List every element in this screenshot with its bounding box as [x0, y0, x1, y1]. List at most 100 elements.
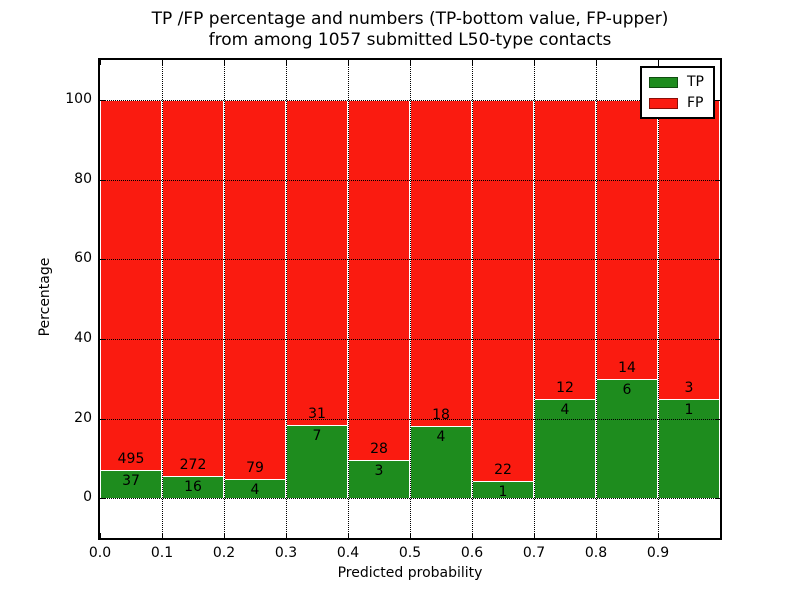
x-tick-label: 0.8 — [584, 545, 608, 561]
x-tick-mark-bottom — [162, 533, 163, 538]
tp-count-label: 1 — [684, 401, 694, 418]
bar-segment-fp — [534, 99, 596, 399]
x-tick-label: 0.9 — [646, 545, 670, 561]
y-tick-mark-left — [100, 179, 105, 181]
x-tick-mark-bottom — [596, 533, 597, 538]
plot-area: 0 20 40 60 80 100 0.0 0.1 0.2 0.3 0.4 0.5 0.6 0.7 0.8 0… — [65, 58, 722, 561]
fp-count-label: 22 — [494, 461, 512, 478]
x-tick-mark-top — [100, 60, 101, 65]
chart-title-line2: from among 1057 submitted L50-type conta… — [208, 30, 612, 50]
y-tick-label: 20 — [74, 409, 92, 426]
x-tick-mark-bottom — [658, 533, 659, 538]
grid-layer — [100, 60, 720, 538]
annotations-layer: 495 37 272 16 79 4 31 7 28 3 18 4 22 1 12 4 14 6 3 1 — [100, 60, 720, 538]
tp-count-label: 6 — [622, 381, 632, 398]
legend: TP FP — [640, 66, 715, 119]
x-axis-label: Predicted probability — [337, 565, 483, 581]
x-tick-mark-top — [224, 60, 225, 65]
x-tick-mark-bottom — [534, 533, 535, 538]
x-tick-label: 0.3 — [274, 545, 298, 561]
bar-segment-tp — [596, 378, 658, 499]
x-tick-mark-top — [348, 60, 349, 65]
fp-legend-label: FP — [687, 95, 704, 111]
v-gridline — [286, 60, 287, 538]
bar-segment-fp — [658, 99, 720, 399]
y-tick-mark-left — [100, 259, 105, 261]
x-tick-label: 0.5 — [398, 545, 422, 561]
y-tick-mark-right — [715, 418, 720, 420]
fp-count-label: 79 — [246, 459, 264, 476]
y-tick-mark-right — [715, 259, 720, 261]
y-tick-mark-right — [715, 498, 720, 500]
fp-count-label: 3 — [684, 379, 694, 396]
v-gridline — [348, 60, 349, 538]
y-tick-label: 40 — [74, 329, 92, 346]
x-tick-mark-bottom — [472, 533, 473, 538]
x-tick-mark-top — [596, 60, 597, 65]
bar-segment-tp — [348, 459, 410, 499]
bar-segment-tp — [658, 398, 720, 499]
x-tick-mark-top — [534, 60, 535, 65]
x-tick-mark-top — [410, 60, 411, 65]
bar-segment-tp — [534, 398, 596, 499]
y-tick-mark-right — [715, 338, 720, 340]
x-tick-mark-bottom — [286, 533, 287, 538]
x-tick-label: 0.0 — [88, 545, 112, 561]
y-tick-mark-right — [715, 99, 720, 101]
x-tick-label: 0.2 — [212, 545, 236, 561]
chart-title-line1: TP /FP percentage and numbers (TP-bottom… — [151, 9, 669, 29]
x-tick-mark-bottom — [348, 533, 349, 538]
v-gridline — [410, 60, 411, 538]
fp-count-label: 18 — [432, 406, 450, 423]
x-tick-mark-top — [472, 60, 473, 65]
chart-title: TP /FP percentage and numbers (TP-bottom… — [10, 9, 800, 51]
tp-count-label: 3 — [374, 462, 384, 479]
legend-item-tp: TP — [649, 73, 704, 91]
tp-count-label: 37 — [122, 473, 140, 490]
bars-layer — [100, 60, 720, 538]
x-tick-mark-bottom — [224, 533, 225, 538]
tp-count-label: 16 — [184, 479, 202, 496]
y-tick-label: 0 — [83, 489, 92, 506]
x-tick-label: 0.7 — [522, 545, 546, 561]
y-axis-label: Percentage — [37, 257, 53, 337]
v-gridline — [534, 60, 535, 538]
v-gridline — [472, 60, 473, 538]
bar-segment-fp — [348, 99, 410, 460]
tp-count-label: 1 — [498, 483, 508, 500]
tp-count-label: 4 — [560, 401, 570, 418]
y-tick-mark-right — [715, 179, 720, 181]
x-tick-mark-bottom — [100, 533, 101, 538]
v-gridline — [162, 60, 163, 538]
tp-count-label: 4 — [250, 481, 260, 498]
fp-count-label: 272 — [179, 457, 207, 474]
bar-segment-fp — [472, 99, 534, 481]
y-tick-label: 80 — [74, 170, 92, 187]
fp-count-label: 14 — [618, 359, 636, 376]
fp-count-label: 12 — [556, 379, 574, 396]
x-tick-label: 0.4 — [336, 545, 360, 561]
bar-segment-tp — [100, 470, 162, 499]
x-tick-mark-top — [286, 60, 287, 65]
v-gridline — [658, 60, 659, 538]
y-tick-mark-left — [100, 99, 105, 101]
bar-segment-fp — [224, 99, 286, 479]
y-tick-label: 60 — [74, 250, 92, 267]
bar-segment-fp — [410, 99, 472, 426]
x-tick-label: 0.1 — [150, 545, 174, 561]
y-tick-mark-left — [100, 338, 105, 340]
fp-count-label: 31 — [308, 405, 326, 422]
y-tick-label: 100 — [65, 90, 92, 107]
fp-legend-swatch — [649, 97, 678, 109]
v-gridline — [596, 60, 597, 538]
legend-item-fp: FP — [649, 94, 704, 112]
tp-count-label: 4 — [436, 428, 446, 445]
bar-segment-fp — [100, 99, 162, 471]
x-tick-mark-bottom — [410, 533, 411, 538]
fp-count-label: 28 — [370, 440, 388, 457]
ticks-layer: 0 20 40 60 80 100 0.0 0.1 0.2 0.3 0.4 0.5 0.6 0.7 0.8 0… — [65, 60, 720, 561]
tp-legend-swatch — [649, 76, 678, 88]
v-gridline — [224, 60, 225, 538]
tp-legend-label: TP — [687, 74, 704, 90]
